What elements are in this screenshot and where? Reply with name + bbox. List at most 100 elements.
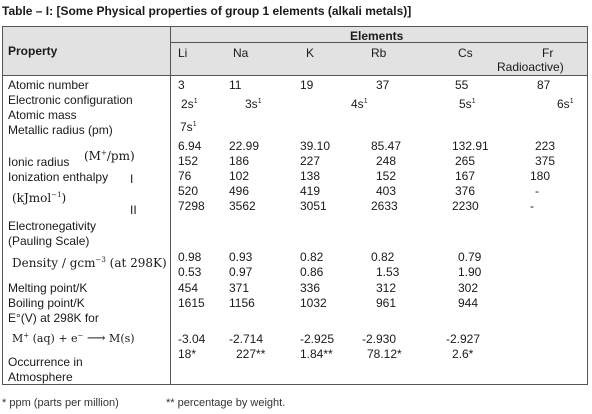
label-pauling-scale: (Pauling Scale)	[8, 234, 90, 248]
cell-e-potential-li: -3.04	[178, 332, 206, 346]
cell-metallic-radius-li: 152	[178, 154, 199, 168]
property-heading: Property	[8, 44, 58, 58]
footnote-ppm: * ppm (parts per million)	[2, 397, 119, 409]
cell-boiling-point-cs: 944	[458, 296, 479, 310]
cell-metallic-radius-cs: 265	[455, 154, 476, 168]
cell-config-fr: 7s1	[180, 120, 197, 134]
cell-boiling-point-k: 1032	[300, 296, 327, 310]
table-header	[3, 27, 587, 75]
cell-ie2-k: 3051	[300, 199, 327, 213]
ie-unit: (kJmol−1)	[12, 191, 67, 205]
cell-ionic-radius-cs: 167	[455, 169, 476, 183]
cell-ionic-radius-rb: 152	[376, 169, 397, 183]
cell-boiling-point-li: 1615	[178, 296, 205, 310]
cell-metallic-radius-rb: 248	[376, 154, 397, 168]
cell-e-potential-k: -2.925	[300, 332, 335, 346]
cell-e-potential-cs: -2.927	[446, 332, 481, 346]
cell-ie2-cs: 2230	[452, 199, 479, 213]
cell-density-rb: 1.53	[376, 265, 400, 279]
cell-e-potential-rb: -2.930	[362, 332, 397, 346]
elements-heading: Elements	[350, 29, 404, 43]
column-divider	[170, 27, 171, 384]
cell-density-na: 0.97	[229, 265, 253, 279]
label-ionization-enthalpy: Ionization enthalpy	[8, 170, 109, 184]
cell-density-li: 0.53	[178, 265, 202, 279]
header-cs: Cs	[458, 46, 473, 60]
cell-atomic-mass-k: 39.10	[300, 139, 331, 153]
cell-boiling-point-rb: 961	[376, 296, 397, 310]
header-fr: Fr	[542, 46, 554, 60]
header-bottom-line	[3, 75, 588, 76]
cell-atomic-mass-li: 6.94	[178, 139, 202, 153]
label-atomic-mass: Atomic mass	[8, 108, 77, 122]
cell-ie1-na: 496	[229, 184, 250, 198]
header-fr-note: Radioactive)	[497, 60, 564, 74]
label-atmosphere: Atmosphere	[8, 370, 73, 384]
cell-occurrence-rb: 78.12*	[367, 347, 402, 361]
header-li: Li	[178, 46, 188, 60]
cell-atomic-mass-na: 22.99	[229, 139, 260, 153]
cell-density-cs: 1.90	[458, 265, 482, 279]
label-metallic-radius: Metallic radius (pm)	[8, 123, 113, 137]
cell-atomic-mass-cs: 132.91	[452, 139, 489, 153]
cell-melting-point-rb: 312	[376, 281, 397, 295]
cell-boiling-point-na: 1156	[229, 296, 255, 310]
label-boiling-point: Boiling point/K	[8, 296, 85, 310]
header-k: K	[306, 46, 315, 60]
cell-occurrence-na: 227**	[236, 347, 266, 361]
cell-melting-point-na: 371	[229, 281, 250, 295]
cell-atomic-number-k: 19	[300, 78, 314, 92]
cell-atomic-number-na: 11	[229, 78, 242, 92]
cell-config-na: 3s1	[245, 97, 262, 111]
cell-ie2-li: 7298	[178, 199, 205, 213]
ionic-radius-unit: (M+/pm)	[84, 149, 135, 163]
cell-config-rb: 5s1	[459, 97, 476, 111]
cell-metallic-radius-fr: 375	[535, 154, 556, 168]
label-electronegativity: Electronegativity	[8, 219, 97, 233]
cell-metallic-radius-k: 227	[300, 154, 321, 168]
cell-ie2-na: 3562	[229, 199, 256, 213]
cell-config-cs: 6s1	[557, 97, 574, 111]
cell-ie2-fr: -	[530, 199, 534, 213]
ie-second-label: II	[130, 203, 137, 217]
cell-melting-point-k: 336	[300, 281, 321, 295]
label-atomic-number: Atomic number	[8, 78, 89, 92]
label-melting-point: Melting point/K	[8, 281, 88, 295]
cell-atomic-mass-fr: 223	[535, 139, 556, 153]
label-density: Density / gcm−3 (at 298K)	[12, 256, 167, 270]
label-occurrence: Occurrence in	[8, 355, 83, 369]
label-electronic-configuration: Electronic configuration	[8, 93, 133, 107]
cell-ie1-li: 520	[178, 184, 199, 198]
cell-metallic-radius-na: 186	[229, 154, 250, 168]
cell-ionic-radius-li: 76	[178, 169, 192, 183]
header-na: Na	[233, 46, 249, 60]
cell-ionic-radius-fr: 180	[530, 169, 551, 183]
cell-config-k: 4s1	[351, 97, 368, 111]
cell-e-potential-na: -2.714	[229, 332, 264, 346]
cell-ionic-radius-na: 102	[229, 169, 250, 183]
ie-first-label: I	[130, 172, 134, 186]
cell-config-li: 2s1	[181, 97, 198, 111]
cell-ie1-cs: 376	[455, 184, 476, 198]
table-title: Table – I: [Some Physical properties of …	[2, 4, 412, 18]
cell-melting-point-li: 454	[178, 281, 199, 295]
cell-electronegativity-rb: 0.82	[371, 250, 395, 264]
label-ionic-radius: Ionic radius	[8, 155, 70, 169]
cell-electronegativity-cs: 0.79	[458, 250, 482, 264]
cell-occurrence-cs: 2.6*	[452, 347, 474, 361]
header-rb: Rb	[371, 46, 387, 60]
cell-melting-point-cs: 302	[458, 281, 479, 295]
cell-atomic-number-li: 3	[178, 78, 185, 92]
cell-ionic-radius-k: 138	[300, 169, 321, 183]
cell-ie1-k: 419	[300, 184, 321, 198]
cell-electronegativity-k: 0.82	[300, 250, 324, 264]
cell-ie1-rb: 403	[376, 184, 397, 198]
footnote-weight: ** percentage by weight.	[166, 397, 286, 409]
cell-electronegativity-li: 0.98	[178, 250, 202, 264]
cell-ie1-fr: -	[535, 184, 539, 198]
cell-density-k: 0.86	[300, 265, 324, 279]
label-e-potential: E°(V) at 298K for	[8, 311, 99, 325]
cell-ie2-rb: 2633	[371, 199, 398, 213]
cell-atomic-mass-rb: 85.47	[371, 139, 402, 153]
cell-occurrence-k: 1.84**	[300, 347, 333, 361]
